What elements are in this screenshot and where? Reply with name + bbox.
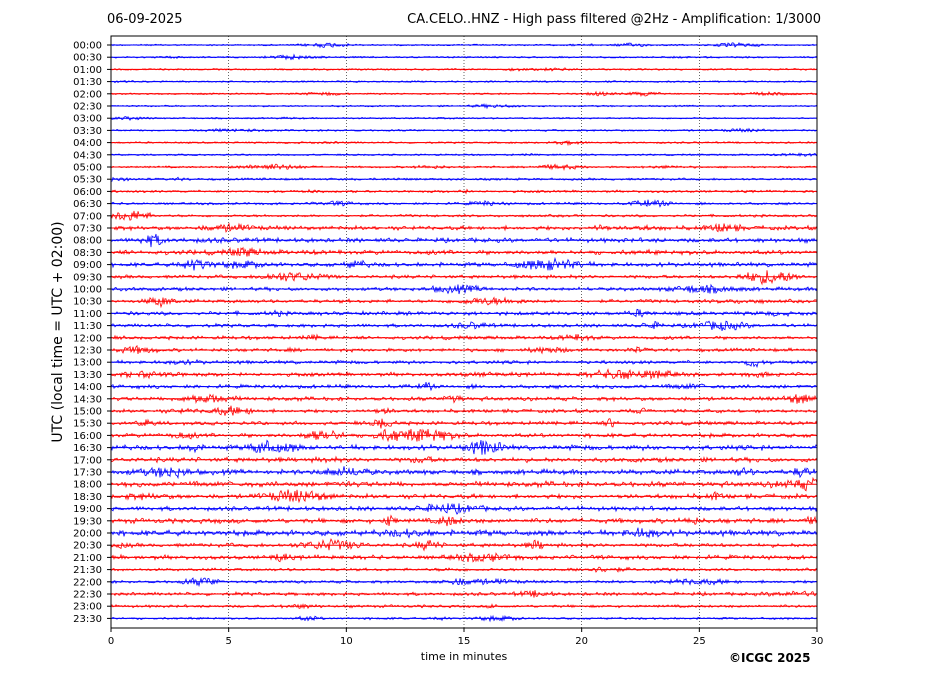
y-tick-label: 22:30 (73, 590, 102, 601)
chart-title: CA.CELO..HNZ - High pass filtered @2Hz -… (407, 12, 821, 27)
y-tick-label: 17:00 (73, 455, 102, 466)
x-tick-label: 10 (340, 636, 353, 647)
y-tick-label: 16:30 (73, 443, 102, 454)
y-tick-label: 06:30 (73, 199, 102, 210)
y-tick-label: 05:00 (73, 163, 102, 174)
y-tick-label: 00:00 (73, 41, 102, 52)
y-tick-label: 08:30 (73, 248, 102, 259)
trace-1400 (110, 381, 818, 392)
y-tick-label: 21:30 (73, 565, 102, 576)
y-tick-label: 20:00 (73, 529, 102, 540)
y-tick-label: 04:00 (73, 138, 102, 149)
x-axis-label: time in minutes (421, 650, 508, 663)
y-tick-label: 02:00 (73, 89, 102, 100)
y-tick-label: 19:30 (73, 516, 102, 527)
vertical-gridlines (228, 36, 700, 628)
y-tick-label: 05:30 (73, 175, 102, 186)
trace-1030 (110, 296, 818, 309)
y-tick-label: 17:30 (73, 468, 102, 479)
x-tick-label: 15 (458, 636, 471, 647)
y-tick-label: 13:00 (73, 358, 102, 369)
y-axis-label: UTC (local time = UTC + 02:00) (50, 221, 66, 442)
y-tick-label: 10:00 (73, 285, 102, 296)
y-tick-label: 14:00 (73, 382, 102, 393)
y-tick-label: 12:30 (73, 346, 102, 357)
x-tick-label: 25 (693, 636, 706, 647)
y-tick-label: 10:30 (73, 297, 102, 308)
y-tick-label: 02:30 (73, 102, 102, 113)
x-tick-label: 0 (108, 636, 114, 647)
y-tick-label: 01:00 (73, 65, 102, 76)
y-tick-label: 13:30 (73, 370, 102, 381)
date-label: 06-09-2025 (107, 12, 183, 27)
trace-1830 (110, 489, 818, 504)
y-tick-label: 07:30 (73, 224, 102, 235)
x-axis-ticks: 0 5 10 15 20 25 30 (108, 628, 824, 647)
y-tick-label: 09:30 (73, 272, 102, 283)
y-tick-label: 01:30 (73, 77, 102, 88)
y-tick-label: 15:30 (73, 419, 102, 430)
trace-2200 (110, 577, 818, 588)
y-tick-label: 15:00 (73, 407, 102, 418)
y-tick-label: 23:30 (73, 614, 102, 625)
plot-frame (110, 35, 818, 629)
y-tick-label: 04:30 (73, 150, 102, 161)
trace-1630 (110, 439, 818, 455)
y-tick-label: 20:30 (73, 541, 102, 552)
x-tick-label: 30 (811, 636, 824, 647)
copyright-label: ©ICGC 2025 (729, 651, 811, 665)
y-tick-label: 11:30 (73, 321, 102, 332)
trace-1330 (110, 368, 818, 381)
trace-0930 (110, 270, 818, 286)
y-tick-label: 21:00 (73, 553, 102, 564)
y-tick-label: 11:00 (73, 309, 102, 320)
y-tick-label: 18:30 (73, 492, 102, 503)
y-tick-label: 18:00 (73, 480, 102, 491)
y-tick-label: 12:00 (73, 333, 102, 344)
y-tick-label: 09:00 (73, 260, 102, 271)
x-tick-label: 20 (575, 636, 588, 647)
y-tick-label: 03:30 (73, 126, 102, 137)
y-tick-label: 08:00 (73, 236, 102, 247)
y-tick-label: 07:00 (73, 211, 102, 222)
y-tick-label: 23:00 (73, 602, 102, 613)
y-tick-label: 19:00 (73, 504, 102, 515)
y-tick-label: 22:00 (73, 577, 102, 588)
y-tick-label: 06:00 (73, 187, 102, 198)
y-tick-label: 00:30 (73, 53, 102, 64)
y-tick-label: 14:30 (73, 394, 102, 405)
y-tick-label: 16:00 (73, 431, 102, 442)
x-tick-label: 5 (225, 636, 231, 647)
y-tick-label: 03:00 (73, 114, 102, 125)
